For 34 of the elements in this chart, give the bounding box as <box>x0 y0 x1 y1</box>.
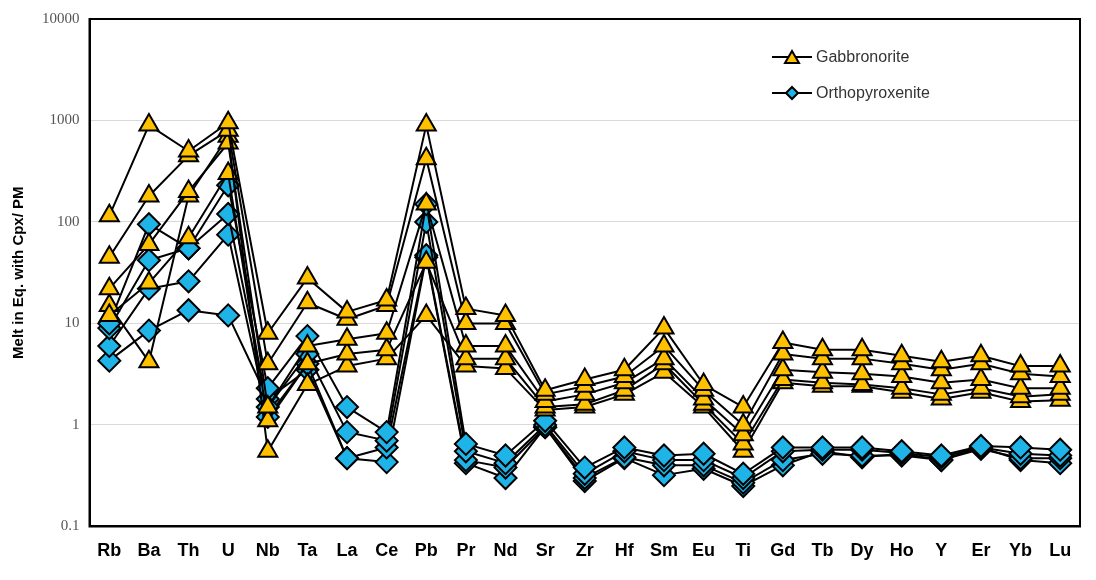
x-tick-label: Y <box>935 540 948 561</box>
x-tick-label: Yb <box>1009 540 1033 561</box>
x-tick-label: Zr <box>575 540 594 561</box>
x-tick-label: U <box>221 540 235 561</box>
x-tick-label: Ta <box>297 540 319 561</box>
x-tick-label: Pr <box>456 540 476 561</box>
y-tick-label: 100 <box>57 212 80 229</box>
x-tick-label: La <box>336 540 359 561</box>
x-tick-label: Ba <box>137 540 162 561</box>
x-tick-label: Pb <box>414 540 438 561</box>
x-tick-label: Tb <box>811 540 834 561</box>
legend-label: Gabbronorite <box>816 48 910 66</box>
x-tick-label: Lu <box>1049 540 1072 561</box>
x-tick-label: Sr <box>535 540 555 561</box>
y-axis-title: Melt in Eq. with Cpx/ PM <box>9 186 27 359</box>
x-tick-label: Ce <box>375 540 399 561</box>
x-tick-label: Hf <box>614 540 635 561</box>
y-tick-label: 1 <box>72 415 80 432</box>
y-tick-label: 10000 <box>42 9 80 26</box>
x-tick-label: Eu <box>692 540 716 561</box>
x-tick-label: Ti <box>735 540 752 561</box>
x-tick-label: Sm <box>649 540 678 561</box>
y-tick-label: 0.1 <box>60 517 80 534</box>
x-tick-label: Th <box>177 540 200 561</box>
x-tick-label: Rb <box>97 540 122 561</box>
x-tick-label: Nd <box>493 540 518 561</box>
x-tick-label: Ho <box>889 540 914 561</box>
x-tick-label: Dy <box>850 540 874 561</box>
x-tick-label: Gd <box>770 540 796 561</box>
legend-label: Orthopyroxenite <box>816 84 930 102</box>
y-tick-label: 10 <box>64 314 80 331</box>
x-tick-label: Nb <box>255 540 280 561</box>
x-tick-label: Er <box>971 540 991 561</box>
y-tick-label: 1000 <box>49 111 80 128</box>
